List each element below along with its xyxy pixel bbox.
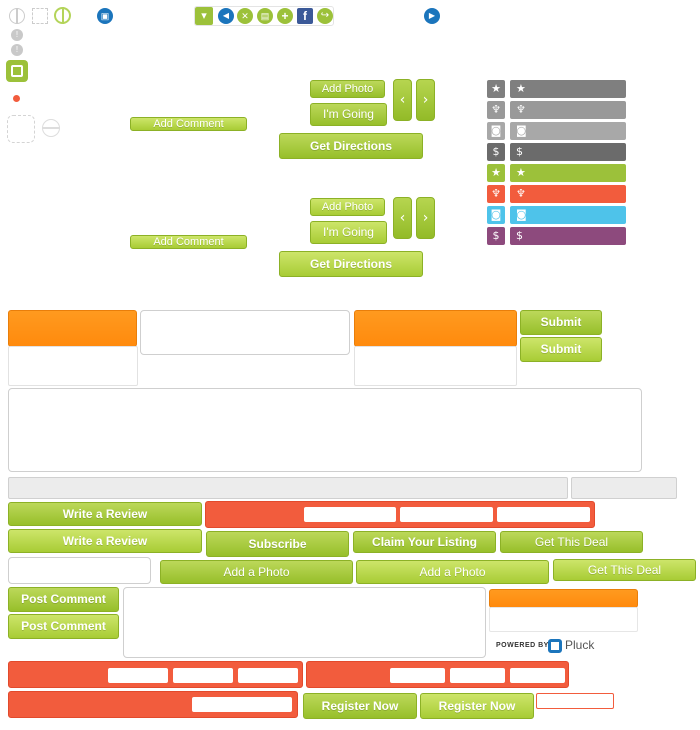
- post-comment-button[interactable]: Post Comment: [8, 614, 119, 639]
- submit-button[interactable]: Submit: [520, 337, 602, 362]
- crop-icon: [32, 8, 48, 24]
- category-bar[interactable]: ♆: [510, 101, 626, 119]
- dropdown-button[interactable]: ▾: [195, 7, 213, 25]
- red-bar-input[interactable]: [173, 668, 233, 683]
- claim-listing-button[interactable]: Claim Your Listing: [353, 531, 496, 553]
- text-area-small[interactable]: [489, 607, 638, 632]
- category-icon: ◙: [487, 206, 505, 224]
- get-directions-button[interactable]: Get Directions: [279, 251, 423, 277]
- red-dot-icon: [13, 95, 20, 102]
- toolbar-frame: [194, 6, 334, 26]
- add-photo-button[interactable]: Add Photo: [310, 80, 385, 98]
- orange-header-bar: [354, 310, 517, 347]
- category-bar[interactable]: $: [510, 143, 626, 161]
- add-comment-button[interactable]: Add Comment: [130, 235, 247, 249]
- category-icon: $: [487, 143, 505, 161]
- category-icon: ◙: [487, 122, 505, 140]
- add-comment-button[interactable]: Add Comment: [130, 117, 247, 131]
- category-icon: ♆: [487, 185, 505, 203]
- print-icon[interactable]: ▤: [257, 8, 273, 24]
- im-going-button[interactable]: I'm Going: [310, 221, 387, 244]
- category-icon: $: [487, 227, 505, 245]
- get-directions-button[interactable]: Get Directions: [279, 133, 423, 159]
- red-bar-input[interactable]: [192, 697, 292, 712]
- info-icon: !: [11, 29, 23, 41]
- register-now-button[interactable]: Register Now: [303, 693, 417, 719]
- share-icon[interactable]: ↪: [317, 8, 333, 24]
- add-a-photo-button[interactable]: Add a Photo: [160, 560, 353, 584]
- info-icon: !: [11, 44, 23, 56]
- next-arrow-button[interactable]: ›: [416, 197, 435, 239]
- get-this-deal-button[interactable]: Get This Deal: [500, 531, 643, 553]
- back-icon[interactable]: ◀: [218, 8, 234, 24]
- pluck-logo-icon: [548, 639, 562, 653]
- register-now-button[interactable]: Register Now: [420, 693, 534, 719]
- category-bar[interactable]: ★: [510, 164, 626, 182]
- write-review-button[interactable]: Write a Review: [8, 502, 202, 526]
- focus-frame-icon: [11, 65, 23, 77]
- orange-header-bar: [8, 310, 137, 347]
- play-icon[interactable]: ▶: [424, 8, 440, 24]
- red-bar-input[interactable]: [400, 507, 493, 522]
- category-bar[interactable]: ◙: [510, 122, 626, 140]
- category-bar[interactable]: $: [510, 227, 626, 245]
- category-icon: ★: [487, 164, 505, 182]
- im-going-button[interactable]: I'm Going: [310, 103, 387, 126]
- text-area-small[interactable]: [8, 346, 138, 386]
- next-arrow-button[interactable]: ›: [416, 79, 435, 121]
- text-input[interactable]: [8, 557, 151, 584]
- crosshair-icon: [16, 8, 18, 24]
- add-a-photo-button[interactable]: Add a Photo: [356, 560, 549, 584]
- window-icon[interactable]: ▣: [97, 8, 113, 24]
- prev-arrow-button[interactable]: ‹: [393, 79, 412, 121]
- category-bar[interactable]: ★: [510, 80, 626, 98]
- prev-arrow-button[interactable]: ‹: [393, 197, 412, 239]
- pluck-logo: Pluck: [565, 638, 595, 652]
- text-area-small[interactable]: [354, 346, 517, 386]
- red-bar-input[interactable]: [304, 507, 396, 522]
- post-comment-button[interactable]: Post Comment: [8, 587, 119, 612]
- comment-textarea[interactable]: [123, 587, 486, 658]
- submit-button[interactable]: Submit: [520, 310, 602, 335]
- dashed-frame-icon: [7, 115, 35, 143]
- red-bar-input[interactable]: [497, 507, 590, 522]
- category-icon: ♆: [487, 101, 505, 119]
- facebook-icon[interactable]: f: [297, 8, 313, 24]
- close-icon[interactable]: ✕: [237, 8, 253, 24]
- gray-input-small[interactable]: [571, 477, 677, 499]
- add-icon[interactable]: +: [277, 8, 293, 24]
- text-input[interactable]: [140, 310, 350, 355]
- gray-input[interactable]: [8, 477, 568, 499]
- error-input[interactable]: [536, 693, 614, 709]
- target-icon: [62, 7, 64, 24]
- powered-by-label: POWERED BY: [496, 642, 549, 649]
- category-bar[interactable]: ♆: [510, 185, 626, 203]
- crosshair-icon: [42, 127, 60, 129]
- orange-header-bar: [489, 589, 638, 608]
- add-photo-button[interactable]: Add Photo: [310, 198, 385, 216]
- category-icon: ★: [487, 80, 505, 98]
- comment-textarea[interactable]: [8, 388, 642, 472]
- subscribe-button[interactable]: Subscribe: [206, 531, 349, 557]
- red-bar-input[interactable]: [108, 668, 168, 683]
- red-bar-input[interactable]: [238, 668, 298, 683]
- red-bar-input[interactable]: [450, 668, 505, 683]
- red-bar-input[interactable]: [390, 668, 445, 683]
- write-review-button[interactable]: Write a Review: [8, 529, 202, 553]
- category-bar[interactable]: ◙: [510, 206, 626, 224]
- red-bar-input[interactable]: [510, 668, 565, 683]
- get-this-deal-button[interactable]: Get This Deal: [553, 559, 696, 581]
